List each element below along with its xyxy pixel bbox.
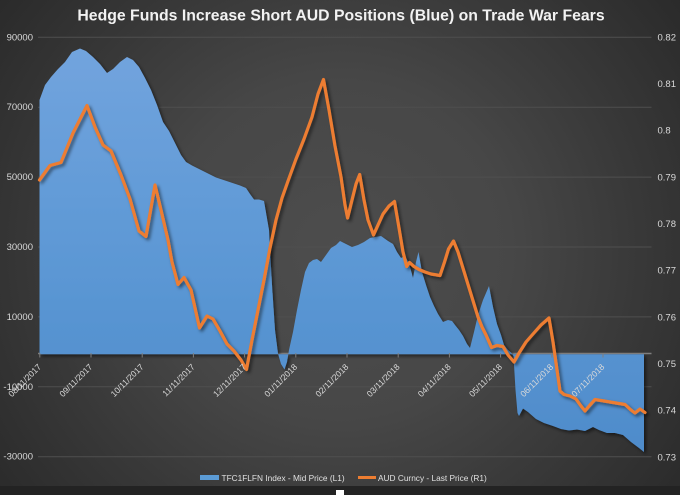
svg-text:0.76: 0.76 bbox=[658, 312, 677, 323]
svg-text:AUD Curncy - Last Price (R1): AUD Curncy - Last Price (R1) bbox=[378, 473, 487, 483]
svg-text:-10000: -10000 bbox=[3, 382, 33, 393]
svg-text:0.79: 0.79 bbox=[658, 172, 677, 183]
svg-text:0.75: 0.75 bbox=[658, 359, 677, 370]
svg-text:0.82: 0.82 bbox=[658, 32, 677, 43]
svg-text:0.77: 0.77 bbox=[658, 266, 677, 277]
svg-text:0.78: 0.78 bbox=[658, 219, 677, 230]
svg-text:0.74: 0.74 bbox=[658, 406, 677, 417]
svg-text:0.81: 0.81 bbox=[658, 79, 677, 90]
svg-text:10000: 10000 bbox=[7, 312, 33, 323]
svg-text:Hedge Funds Increase Short AUD: Hedge Funds Increase Short AUD Positions… bbox=[77, 8, 604, 25]
svg-text:50000: 50000 bbox=[7, 172, 33, 183]
svg-text:TFC1FLFN Index - Mid Price (L1: TFC1FLFN Index - Mid Price (L1) bbox=[222, 473, 345, 483]
svg-text:0.73: 0.73 bbox=[658, 452, 677, 463]
svg-text:90000: 90000 bbox=[7, 32, 33, 43]
svg-text:0.8: 0.8 bbox=[658, 126, 671, 137]
svg-text:30000: 30000 bbox=[7, 242, 33, 253]
svg-text:70000: 70000 bbox=[7, 102, 33, 113]
svg-text:-30000: -30000 bbox=[3, 452, 33, 463]
